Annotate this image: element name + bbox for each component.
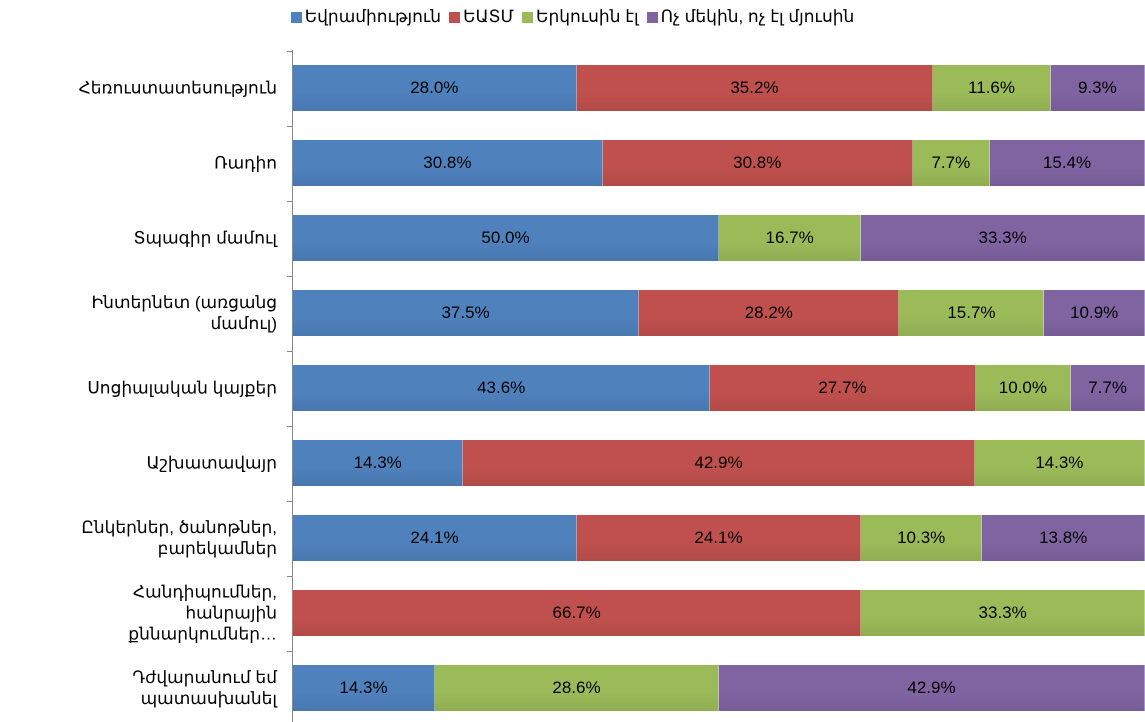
data-label: 42.9% [694, 453, 743, 472]
category-label: Սոցիալական կայքեր [87, 378, 277, 398]
data-label: 11.6% [968, 78, 1015, 97]
bar-segment: 33.3% [861, 215, 1145, 261]
bar-segment: 14.3% [293, 665, 435, 711]
data-label: 24.1% [410, 528, 459, 547]
bar-segment: 33.3% [861, 590, 1145, 636]
bar-segment: 28.2% [639, 290, 900, 336]
bar-segment: 10.0% [975, 365, 1072, 411]
legend-swatch [449, 11, 461, 23]
axis-tick [287, 125, 293, 127]
data-label: 14.3% [353, 453, 402, 472]
data-label: 28.6% [552, 678, 601, 697]
data-label: 10.9% [1070, 303, 1119, 322]
category-label: Տպագիր մամուլ [133, 228, 277, 248]
data-label: 24.1% [694, 528, 743, 547]
data-label: 33.3% [978, 228, 1027, 247]
axis-tick [287, 350, 293, 352]
data-label: 66.7% [552, 603, 601, 622]
bar-segment: 37.5% [293, 290, 640, 336]
category-label: Ռադիո [214, 153, 277, 173]
axis-tick [287, 50, 293, 52]
data-label: 7.7% [931, 153, 971, 172]
axis-tick [287, 575, 293, 577]
data-label: 13.8% [1039, 528, 1088, 547]
category-label: Ընկերներ, ծանոթներ, բարեկամներ [81, 518, 277, 558]
category-label: Դժվարանում եմ պատասխանել [132, 668, 277, 708]
axis-tick [287, 650, 293, 652]
bar-segment: 66.7% [293, 590, 862, 636]
bar-segment: 27.7% [710, 365, 976, 411]
bar-segment: 28.0% [293, 65, 577, 111]
legend-item: ԵԱՏՄ [449, 7, 514, 27]
legend-swatch [646, 11, 658, 23]
data-label: 43.6% [477, 378, 526, 397]
legend-label: Երկուսին էլ [536, 7, 639, 26]
bar-segment: 15.4% [990, 140, 1145, 186]
category-label: Աշխատավայր [146, 453, 277, 473]
legend-label: Եվրամիություն [304, 7, 442, 26]
bar-segment: 9.3% [1050, 65, 1145, 111]
data-label: 50.0% [481, 228, 530, 247]
bar-segment: 16.7% [719, 215, 862, 261]
bar-segment: 28.6% [435, 665, 719, 711]
bar-segment: 14.3% [293, 440, 464, 486]
bar-segment: 15.7% [899, 290, 1045, 336]
bar-segment: 42.9% [719, 665, 1145, 711]
legend-item: Եվրամիություն [290, 7, 442, 27]
legend-item: Ոչ մեկին, ոչ էլ մյուսին [646, 7, 855, 27]
data-label: 27.7% [818, 378, 867, 397]
data-label: 30.8% [423, 153, 472, 172]
data-label: 35.2% [730, 78, 779, 97]
data-label: 16.7% [765, 228, 814, 247]
bar-segment: 13.8% [982, 515, 1145, 561]
data-label: 10.0% [998, 378, 1047, 397]
bar-segment: 24.1% [577, 515, 861, 561]
bar-segment: 7.7% [1071, 365, 1145, 411]
bar-segment: 7.7% [912, 140, 991, 186]
axis-tick [287, 425, 293, 427]
data-label: 14.3% [339, 678, 388, 697]
bar-segment: 10.9% [1044, 290, 1145, 336]
data-label: 42.9% [907, 678, 956, 697]
bar-segment: 10.3% [861, 515, 983, 561]
category-label: Ինտերնետ (առցանց մամուլ) [91, 293, 277, 333]
legend-swatch [290, 11, 302, 23]
legend-label: ԵԱՏՄ [463, 7, 514, 26]
bar-segment: 42.9% [463, 440, 975, 486]
axis-tick [287, 500, 293, 502]
data-label: 10.3% [897, 528, 946, 547]
data-label: 28.2% [744, 303, 793, 322]
bar-segment: 11.6% [933, 65, 1051, 111]
data-label: 37.5% [441, 303, 490, 322]
legend-label: Ոչ մեկին, ոչ էլ մյուսին [660, 7, 855, 26]
data-label: 30.8% [733, 153, 782, 172]
category-label: Հեռուստատեսություն [78, 78, 277, 98]
bar-segment: 35.2% [576, 65, 934, 111]
category-label: Հանդիպումներ, հանրային քննարկումներ… [128, 582, 277, 644]
axis-tick [287, 200, 293, 202]
category-axis [292, 50, 293, 722]
legend-item: Երկուսին էլ [522, 7, 639, 27]
data-label: 28.0% [410, 78, 459, 97]
legend-swatch [522, 11, 533, 23]
data-label: 7.7% [1088, 378, 1127, 397]
legend: Եվրամիություն ԵԱՏՄ Երկուսին էլ Ոչ մեկին, ոչ… [0, 7, 1145, 27]
bar-segment: 14.3% [974, 440, 1145, 486]
bar-segment: 50.0% [293, 215, 719, 261]
data-label: 9.3% [1078, 78, 1117, 97]
bar-segment: 43.6% [293, 365, 711, 411]
axis-tick [287, 275, 293, 277]
data-label: 14.3% [1035, 453, 1084, 472]
data-label: 15.7% [947, 303, 996, 322]
bar-segment: 30.8% [602, 140, 913, 186]
data-label: 15.4% [1042, 153, 1092, 172]
data-label: 33.3% [978, 603, 1027, 622]
bar-segment: 24.1% [293, 515, 577, 561]
bar-segment: 30.8% [293, 140, 603, 186]
